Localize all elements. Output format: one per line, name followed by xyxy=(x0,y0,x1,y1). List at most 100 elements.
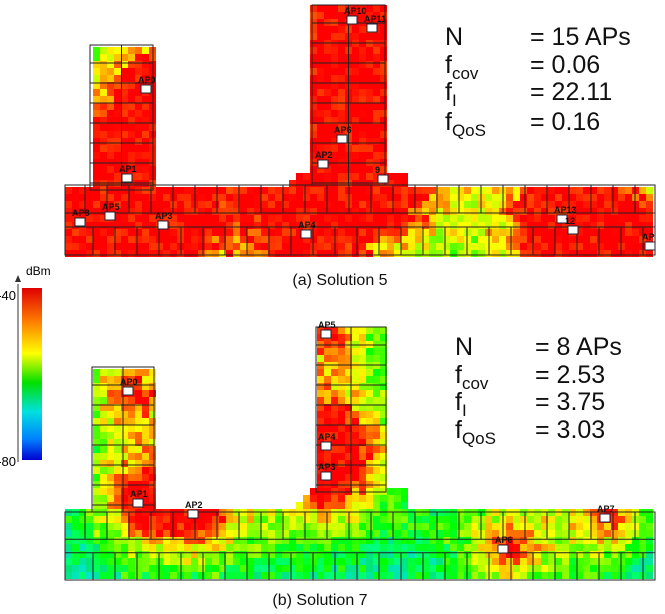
heat-cell xyxy=(310,75,317,82)
heat-cell xyxy=(93,530,100,537)
heat-cell xyxy=(646,516,653,523)
heat-cell xyxy=(100,397,107,404)
heat-cell xyxy=(345,474,352,481)
heat-cell xyxy=(555,250,562,257)
heat-cell xyxy=(324,348,331,355)
heat-cell xyxy=(380,565,387,572)
heat-cell xyxy=(352,68,359,75)
heat-cell xyxy=(457,201,464,208)
heat-cell xyxy=(149,411,156,418)
heat-cell xyxy=(135,467,142,474)
heat-cell xyxy=(93,460,100,467)
ap-marker xyxy=(157,220,169,230)
heat-cell xyxy=(569,565,576,572)
heat-cell xyxy=(142,68,149,75)
heat-cell xyxy=(436,194,443,201)
heat-cell xyxy=(338,551,345,558)
heat-cell xyxy=(478,544,485,551)
heat-cell xyxy=(310,502,317,509)
heat-cell xyxy=(114,61,121,68)
heat-cell xyxy=(296,572,303,579)
heat-cell xyxy=(583,558,590,565)
heat-cell xyxy=(408,229,415,236)
heat-cell xyxy=(534,516,541,523)
heat-cell xyxy=(352,334,359,341)
heat-cell xyxy=(282,215,289,222)
heat-cell xyxy=(107,89,114,96)
heat-cell xyxy=(107,68,114,75)
heat-cell xyxy=(527,551,534,558)
heat-cell xyxy=(226,194,233,201)
heat-cell xyxy=(93,558,100,565)
heat-cell xyxy=(310,110,317,117)
heat-cell xyxy=(331,425,338,432)
heat-cell xyxy=(597,236,604,243)
heat-cell xyxy=(261,558,268,565)
heat-cell xyxy=(226,516,233,523)
heat-cell xyxy=(142,110,149,117)
heat-cell xyxy=(415,187,422,194)
heat-cell xyxy=(275,208,282,215)
heat-cell xyxy=(541,229,548,236)
heat-cell xyxy=(338,523,345,530)
colorbar-max: -40 xyxy=(0,288,16,303)
heat-cell xyxy=(226,208,233,215)
heat-cell xyxy=(121,75,128,82)
heat-cell xyxy=(114,229,121,236)
heat-cell xyxy=(352,47,359,54)
ap-label: AP4 xyxy=(298,220,316,230)
heat-cell xyxy=(324,117,331,124)
heat-cell xyxy=(527,201,534,208)
heat-cell xyxy=(408,558,415,565)
heat-cell xyxy=(611,537,618,544)
heat-cell xyxy=(331,110,338,117)
heat-cell xyxy=(352,404,359,411)
heat-cell xyxy=(107,467,114,474)
heat-cell xyxy=(282,544,289,551)
heat-cell xyxy=(275,243,282,250)
heat-cell xyxy=(289,537,296,544)
heat-cell xyxy=(618,187,625,194)
heat-cell xyxy=(247,236,254,243)
heat-cell xyxy=(268,530,275,537)
heat-cell xyxy=(499,215,506,222)
heat-cell xyxy=(303,194,310,201)
heat-cell xyxy=(310,26,317,33)
heat-cell xyxy=(289,544,296,551)
heat-cell xyxy=(324,33,331,40)
heat-cell xyxy=(562,558,569,565)
heat-cell xyxy=(562,187,569,194)
heat-cell xyxy=(219,243,226,250)
heat-cell xyxy=(373,187,380,194)
heat-cell xyxy=(338,89,345,96)
heat-cell xyxy=(100,369,107,376)
heat-cell xyxy=(121,460,128,467)
heat-cell xyxy=(534,572,541,579)
heat-cell xyxy=(359,54,366,61)
heat-cell xyxy=(142,376,149,383)
heat-cell xyxy=(289,530,296,537)
heat-cell xyxy=(114,145,121,152)
heat-cell xyxy=(93,523,100,530)
heat-cell xyxy=(79,530,86,537)
heat-cell xyxy=(177,194,184,201)
heat-cell xyxy=(401,523,408,530)
heat-cell xyxy=(79,208,86,215)
heat-cell xyxy=(205,250,212,257)
heat-cell xyxy=(471,236,478,243)
heat-cell xyxy=(555,537,562,544)
heat-cell xyxy=(499,222,506,229)
heat-cell xyxy=(156,537,163,544)
heat-cell xyxy=(282,208,289,215)
colorbar: dBm -40 -80 xyxy=(0,264,51,469)
heat-cell xyxy=(625,208,632,215)
heat-cell xyxy=(114,138,121,145)
heat-cell xyxy=(534,243,541,250)
heat-cell xyxy=(366,12,373,19)
heat-cell xyxy=(128,558,135,565)
heat-cell xyxy=(324,75,331,82)
heat-cell xyxy=(443,208,450,215)
heat-cell xyxy=(352,26,359,33)
heat-cell xyxy=(86,572,93,579)
heat-cell xyxy=(429,201,436,208)
